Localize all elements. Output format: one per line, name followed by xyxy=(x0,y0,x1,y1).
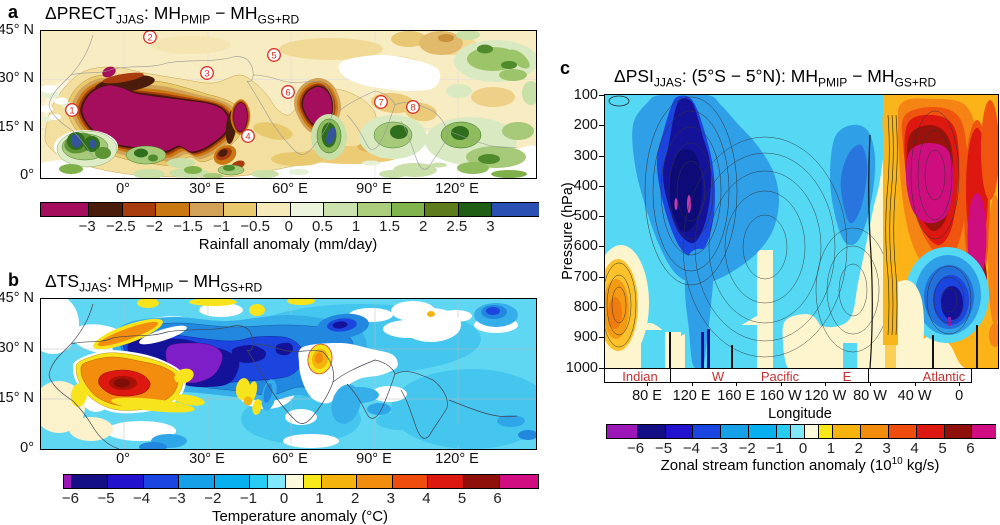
svg-text:2: 2 xyxy=(147,32,152,43)
svg-text:6: 6 xyxy=(285,87,290,98)
svg-text:8: 8 xyxy=(410,102,415,113)
svg-text:4: 4 xyxy=(245,131,250,142)
svg-text:7: 7 xyxy=(378,97,383,108)
svg-text:1: 1 xyxy=(69,105,74,116)
svg-text:3: 3 xyxy=(204,68,209,79)
svg-text:5: 5 xyxy=(271,50,276,61)
